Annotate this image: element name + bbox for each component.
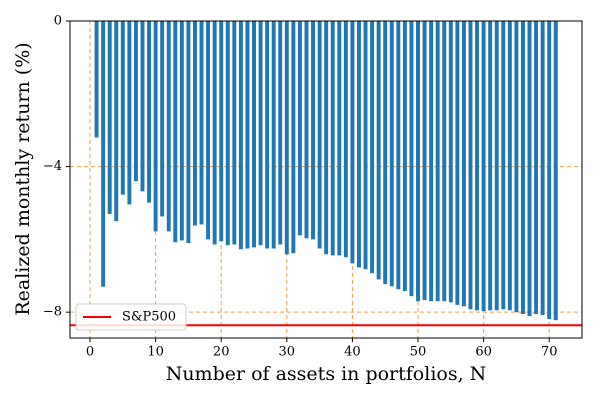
bar <box>179 21 184 241</box>
bar <box>376 21 381 280</box>
legend-label: S&P500 <box>122 310 176 325</box>
bar <box>481 21 486 312</box>
axes-frame <box>69 20 583 339</box>
bar <box>291 21 296 254</box>
bar <box>186 21 191 244</box>
bar <box>350 21 355 264</box>
bar <box>153 21 158 232</box>
bar <box>317 21 322 249</box>
bar <box>494 21 499 311</box>
bar <box>488 21 493 311</box>
bar <box>107 21 112 214</box>
x-tick-label: 60 <box>475 345 492 360</box>
bar <box>501 21 506 310</box>
bar <box>330 21 335 256</box>
bar <box>370 21 375 274</box>
bar <box>435 21 440 302</box>
x-axis-label: Number of assets in portfolios, N <box>166 363 487 385</box>
x-tick-label: 50 <box>410 345 427 360</box>
bar <box>416 21 420 302</box>
bar <box>94 21 99 138</box>
bar <box>271 21 276 249</box>
bar <box>520 21 525 314</box>
bar <box>166 21 171 232</box>
bar <box>461 21 466 307</box>
x-tick-label: 10 <box>147 345 164 360</box>
bar <box>553 21 558 321</box>
bar <box>258 21 263 246</box>
bar <box>356 21 361 268</box>
bar <box>422 21 427 301</box>
bar <box>343 21 348 258</box>
bar <box>383 21 388 285</box>
bar <box>225 21 230 246</box>
bar <box>252 21 256 248</box>
bar <box>278 21 283 245</box>
y-tick-label: −4 <box>43 159 62 174</box>
x-tick-label: 70 <box>541 345 558 360</box>
y-tick-label: 0 <box>54 14 62 29</box>
bar <box>173 21 178 243</box>
y-tick-label: −8 <box>43 305 62 320</box>
bar <box>101 21 106 287</box>
bar <box>514 21 519 313</box>
bar <box>507 21 512 311</box>
x-tick-label: 30 <box>279 345 296 360</box>
bar <box>199 21 204 225</box>
bar <box>140 21 145 192</box>
bar <box>147 21 152 203</box>
bar <box>324 21 329 255</box>
bar <box>527 21 532 317</box>
bar <box>396 21 401 290</box>
bar <box>297 21 302 236</box>
y-axis-label: Realized monthly return (%) <box>12 42 34 315</box>
bar <box>311 21 316 240</box>
bar <box>540 21 545 316</box>
bar <box>127 21 132 205</box>
x-tick-label: 20 <box>213 345 230 360</box>
bar <box>238 21 243 250</box>
bar <box>389 21 394 287</box>
bar <box>232 21 237 245</box>
bar <box>245 21 250 249</box>
bar <box>265 21 270 249</box>
bar <box>219 21 224 242</box>
bar <box>455 21 460 305</box>
bar <box>192 21 197 226</box>
bar <box>429 21 434 302</box>
bar <box>337 21 342 256</box>
bar <box>120 21 125 195</box>
bar <box>442 21 447 302</box>
bar <box>160 21 165 217</box>
bar <box>475 21 480 311</box>
bar <box>468 21 473 310</box>
x-tick-label: 40 <box>344 345 361 360</box>
bar <box>133 21 138 182</box>
bar <box>448 21 453 303</box>
bar <box>409 21 414 297</box>
bar <box>402 21 407 292</box>
legend-box <box>75 303 187 331</box>
bar <box>114 21 119 222</box>
bar <box>206 21 211 240</box>
bar <box>547 21 552 320</box>
bar <box>304 21 309 239</box>
bar <box>363 21 368 270</box>
bar <box>534 21 539 314</box>
bar <box>284 21 289 255</box>
x-tick-label: 0 <box>86 345 94 360</box>
bar <box>212 21 217 245</box>
